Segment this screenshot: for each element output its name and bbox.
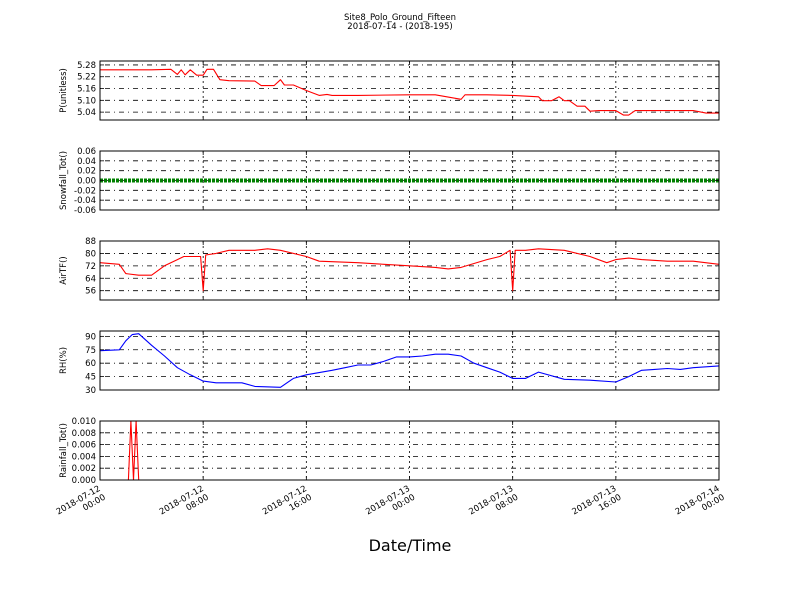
y-axis-label: P(unitless) [59, 68, 69, 113]
y-tick-label: 5.28 [77, 61, 96, 71]
y-tick-label: 0.02 [77, 167, 96, 177]
y-tick-label: 64 [85, 274, 96, 284]
y-tick-label: 88 [85, 237, 96, 247]
y-tick-label: 0.002 [72, 464, 96, 474]
x-axis-label: Date/Time [369, 536, 452, 555]
y-axis-label: RH(%) [59, 347, 69, 374]
x-tick-label: 2018-07-1300:00 [364, 484, 417, 526]
y-axis-label: Snowfall_Tot() [59, 151, 69, 210]
y-tick-label: 0.006 [72, 441, 96, 451]
series-line-4 [99, 333, 720, 388]
x-tick-labels: 2018-07-1200:00 2018-07-1208:00 2018-07-12… [55, 484, 727, 526]
y-tick-label: 80 [85, 249, 96, 259]
series-line-1 [100, 68, 719, 116]
y-tick-label: 72 [85, 262, 96, 272]
x-tick-label: 2018-07-1316:00 [571, 484, 624, 526]
chart-subtitle: 2018-07-14 - (2018-195) [347, 22, 452, 32]
y-tick-label: 0.06 [77, 147, 96, 157]
subplot-2: 0.060.040.020.00-0.02-0.04-0.06 Snowfall_… [59, 147, 720, 216]
y-tick-label: -0.06 [74, 206, 96, 216]
y-tick-label: 0.04 [77, 157, 96, 167]
y-tick-label: 0.010 [72, 417, 96, 427]
y-tick-label: 0.000 [72, 476, 96, 486]
series-line-3 [99, 248, 720, 292]
y-tick-label: 56 [85, 287, 96, 297]
y-axis-label: AirTF() [59, 256, 69, 284]
y-tick-label: 0.008 [72, 429, 96, 439]
chart-title: Site8_Polo_Ground_Fifteen [344, 13, 456, 23]
x-tick-label: 2018-07-1200:00 [55, 484, 108, 526]
x-tick-label: 2018-07-1208:00 [158, 484, 211, 526]
y-tick-label: -0.04 [74, 196, 96, 206]
y-tick-label: 0.004 [72, 452, 96, 462]
y-axis-label: Rainfall_Tot() [59, 423, 69, 478]
x-tick-label: 2018-07-1400:00 [674, 484, 727, 526]
y-tick-label: 30 [85, 386, 96, 396]
x-tick-label: 2018-07-1216:00 [261, 484, 314, 526]
y-tick-label: 60 [85, 359, 96, 369]
y-tick-label: 5.10 [77, 96, 96, 106]
y-tick-label: 75 [85, 346, 96, 356]
x-tick-label: 2018-07-1308:00 [467, 484, 520, 526]
y-tick-label: 5.16 [77, 85, 96, 95]
subplot-3: 88 80 72 64 56 AirTF() [59, 237, 720, 301]
subplot-4: 90 75 60 45 30 RH(%) [59, 330, 720, 396]
subplot-panels: 5.285.225.165.105.04P(unitless)0.060.040… [59, 60, 720, 486]
subplot-1: 5.28 5.22 5.165.10 5.04 P(unitless) [59, 60, 720, 121]
y-tick-label: 90 [85, 332, 96, 342]
y-tick-label: 0.00 [77, 177, 96, 187]
y-tick-label: 45 [85, 373, 96, 383]
y-tick-label: -0.02 [74, 186, 96, 196]
y-tick-label: 5.04 [77, 108, 96, 118]
y-tick-label: 5.22 [77, 73, 96, 83]
